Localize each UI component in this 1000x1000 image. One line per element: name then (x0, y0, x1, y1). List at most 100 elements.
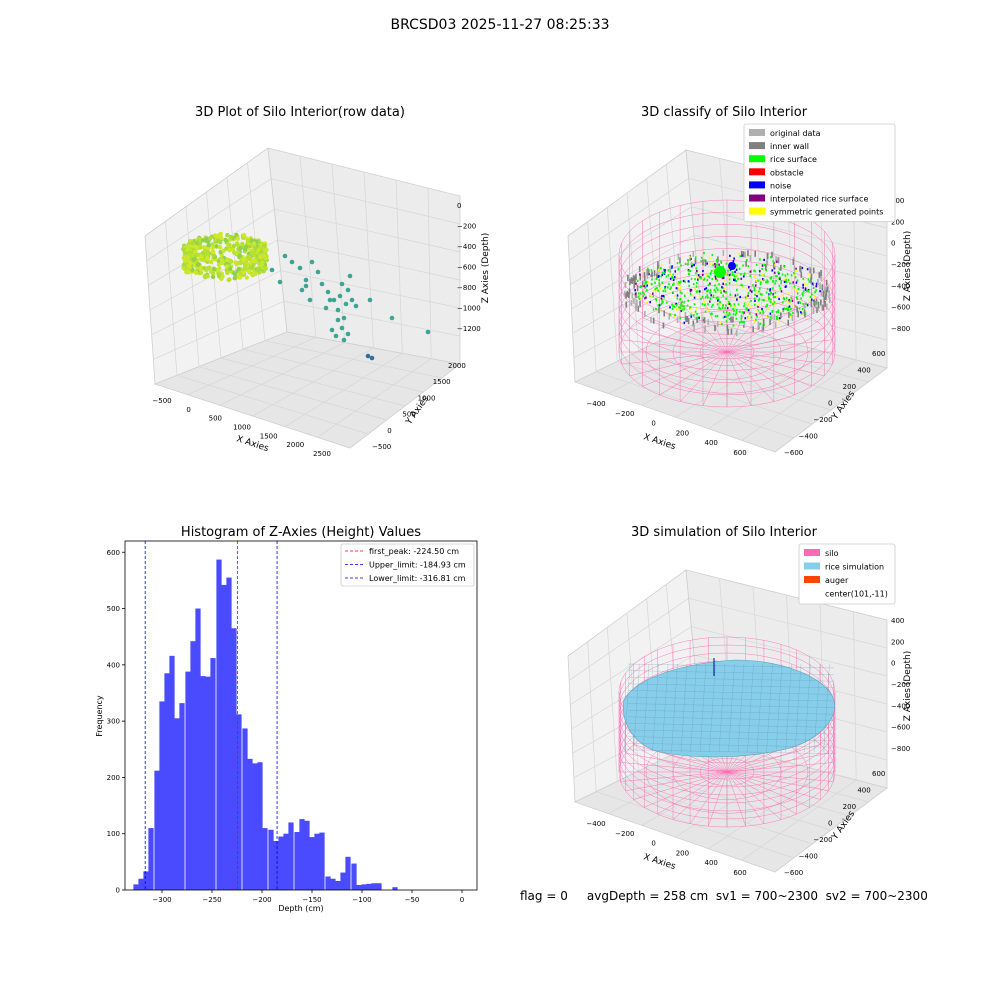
classify-point (729, 293, 732, 296)
classify-point (815, 298, 818, 305)
classify-point (728, 282, 731, 285)
legend-label: rice surface (770, 155, 817, 164)
classify-point (765, 281, 767, 284)
histogram-y-tick-label: 400 (107, 661, 120, 669)
histogram-y-tick-label: 0 (116, 887, 120, 895)
classify-point (774, 295, 776, 299)
classify-point (670, 266, 673, 269)
classify-point (666, 286, 669, 289)
classify-point (725, 297, 727, 300)
classify-point (797, 311, 799, 318)
classify-point (779, 317, 781, 320)
classify-point (805, 302, 807, 305)
classify-point (662, 294, 665, 298)
classify-point (753, 297, 756, 300)
classify-point (749, 274, 752, 277)
classify-point (773, 304, 775, 307)
classify-point (672, 305, 674, 308)
classify-point (718, 283, 720, 286)
classify-point (687, 259, 689, 262)
classify-point (748, 302, 750, 305)
panel-classify-3d: 3D classify of Silo Interior −400 −200 0 20… (567, 105, 913, 457)
histogram-legend-label: first_peak: -224.50 cm (369, 547, 459, 556)
classify-point (776, 295, 778, 298)
classify-point (755, 313, 758, 316)
classify-point (680, 264, 682, 267)
classify-y-tick-label: −200 (813, 416, 832, 424)
histogram-bar (190, 641, 196, 890)
classify-point (716, 321, 719, 328)
classify-point (634, 289, 637, 292)
raw-point (214, 244, 219, 249)
sim-x-tick-label: −400 (586, 820, 605, 828)
classify-point (689, 290, 692, 293)
raw-point (341, 337, 347, 343)
classify-point (804, 312, 807, 315)
classify-point (732, 324, 735, 327)
classify-point (656, 286, 658, 290)
classify-point (689, 293, 692, 296)
classify-point (762, 298, 764, 301)
classify-point (778, 272, 780, 275)
classify-point (714, 266, 726, 278)
classify-x-ticks: −400 −200 0 200 400 600 (586, 400, 746, 457)
classify-z-label: Z Axies (Depth) (903, 231, 913, 302)
classify-point (637, 305, 639, 312)
raw-point (343, 301, 349, 307)
classify-point (786, 273, 789, 276)
rice-mesh-line (627, 729, 835, 735)
classify-point (719, 321, 722, 324)
raw-z-tick-label: 0 (457, 202, 461, 210)
rice-mesh-line (718, 663, 726, 753)
classify-point (700, 256, 703, 259)
classify-point (767, 280, 769, 283)
raw-point (229, 234, 234, 240)
classify-point (808, 280, 811, 283)
classify-point (730, 328, 733, 335)
classify-point (759, 282, 762, 286)
classify-point (624, 281, 627, 288)
classify-z-tick-label: 200 (891, 218, 904, 226)
histogram-bar (345, 856, 351, 890)
raw-point (319, 281, 325, 287)
classify-point (670, 286, 673, 289)
classify-point (820, 269, 822, 276)
classify-point (746, 307, 748, 310)
classify-point (743, 272, 746, 275)
classify-point (781, 273, 784, 276)
classify-point (745, 307, 747, 310)
classify-x-label: X Axies (642, 432, 677, 452)
histogram-bar (205, 676, 211, 890)
legend-swatch (749, 207, 765, 215)
classify-point (780, 290, 783, 293)
raw-z-tick-label: −400 (457, 243, 476, 251)
classify-y-tick-label: −600 (784, 449, 803, 457)
raw-point (220, 274, 225, 279)
raw-x-tick-label: −500 (152, 397, 171, 405)
classify-point (732, 316, 734, 323)
classify-point (772, 301, 775, 305)
histogram-bar (221, 584, 227, 890)
histogram-legend-label: Lower_limit: -316.81 cm (369, 574, 466, 583)
classify-point (770, 277, 772, 280)
raw-point (207, 236, 213, 241)
classify-point (717, 299, 719, 302)
classify-z-tick-label: −200 (891, 261, 910, 269)
histogram-bar (185, 671, 191, 890)
raw-point (260, 260, 265, 265)
classify-point (747, 291, 750, 295)
rice-mesh-line (785, 663, 792, 753)
classify-point (736, 298, 738, 301)
classify-point (704, 327, 706, 334)
classify-point (727, 302, 730, 306)
classify-point (706, 262, 709, 265)
classify-points (623, 249, 831, 337)
classify-point (810, 277, 812, 284)
classify-point (685, 315, 687, 322)
classify-point (696, 313, 698, 316)
classify-point (645, 280, 648, 283)
legend-swatch (804, 576, 820, 583)
classify-point (668, 292, 671, 295)
classify-point (635, 274, 637, 281)
